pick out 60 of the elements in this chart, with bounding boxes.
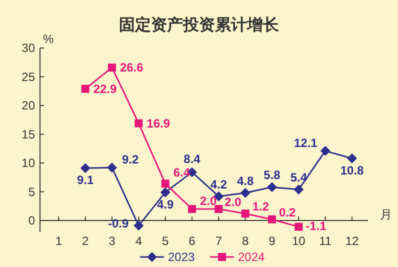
data-label: -1.1 (306, 218, 327, 233)
x-tick-label: 2 (82, 234, 89, 248)
point (267, 182, 277, 192)
data-label: 1.2 (252, 200, 270, 214)
data-label: 0.2 (279, 205, 296, 220)
point (268, 215, 276, 224)
data-label: 10.8 (340, 163, 364, 178)
data-label: 2.0 (200, 194, 218, 208)
point (214, 205, 223, 213)
data-label: 12.1 (294, 136, 318, 150)
point (320, 146, 330, 156)
point (347, 153, 357, 164)
point (81, 84, 90, 93)
data-label: 9.1 (76, 173, 94, 188)
point (108, 64, 116, 72)
data-label: 26.6 (120, 60, 144, 75)
x-tick-label: 8 (242, 234, 249, 248)
data-label: 5.8 (264, 168, 281, 182)
y-tick-label: 15 (22, 127, 36, 142)
x-tick-label: 9 (268, 234, 276, 248)
point (161, 180, 170, 188)
y-tick-label: 10 (22, 156, 36, 170)
point (160, 187, 170, 198)
data-label: 4.2 (210, 177, 228, 192)
point (80, 163, 90, 174)
point (240, 188, 250, 198)
data-label: -0.9 (108, 216, 129, 231)
data-label: 16.9 (146, 116, 170, 130)
legend-label: 2024 (238, 250, 266, 264)
data-label: 2.0 (224, 195, 242, 209)
y-tick-label: 5 (28, 184, 36, 199)
point (134, 119, 143, 128)
x-tick-label: 12 (345, 234, 359, 248)
y-tick-label: 25 (22, 70, 36, 84)
point (107, 162, 117, 173)
y-axis-title: % (43, 32, 54, 46)
data-label: 22.9 (93, 82, 118, 96)
x-axis-title: 月 (380, 208, 392, 222)
x-tick-label: 5 (162, 234, 169, 248)
x-tick-label: 7 (215, 234, 222, 248)
data-label: 4.8 (236, 174, 254, 188)
point (294, 222, 303, 231)
point (294, 184, 304, 194)
x-tick-label: 6 (188, 234, 196, 248)
data-label: 8.4 (184, 152, 201, 166)
x-tick-label: 11 (319, 234, 332, 248)
y-tick-label: 30 (22, 41, 36, 55)
x-tick-label: 3 (108, 234, 116, 248)
data-label: 9.2 (122, 152, 140, 167)
y-tick-label: 20 (22, 98, 36, 112)
y-tick-label: 0 (28, 214, 36, 228)
point (188, 205, 196, 213)
chart-title: 固定资产投资累计增长 (119, 16, 280, 34)
point (134, 220, 144, 231)
x-tick-label: 1 (55, 234, 62, 248)
point (241, 210, 250, 218)
x-tick-label: 10 (292, 234, 306, 248)
legend-label: 2023 (168, 250, 196, 264)
x-tick-label: 4 (135, 234, 142, 248)
data-label: 4.9 (156, 197, 174, 212)
